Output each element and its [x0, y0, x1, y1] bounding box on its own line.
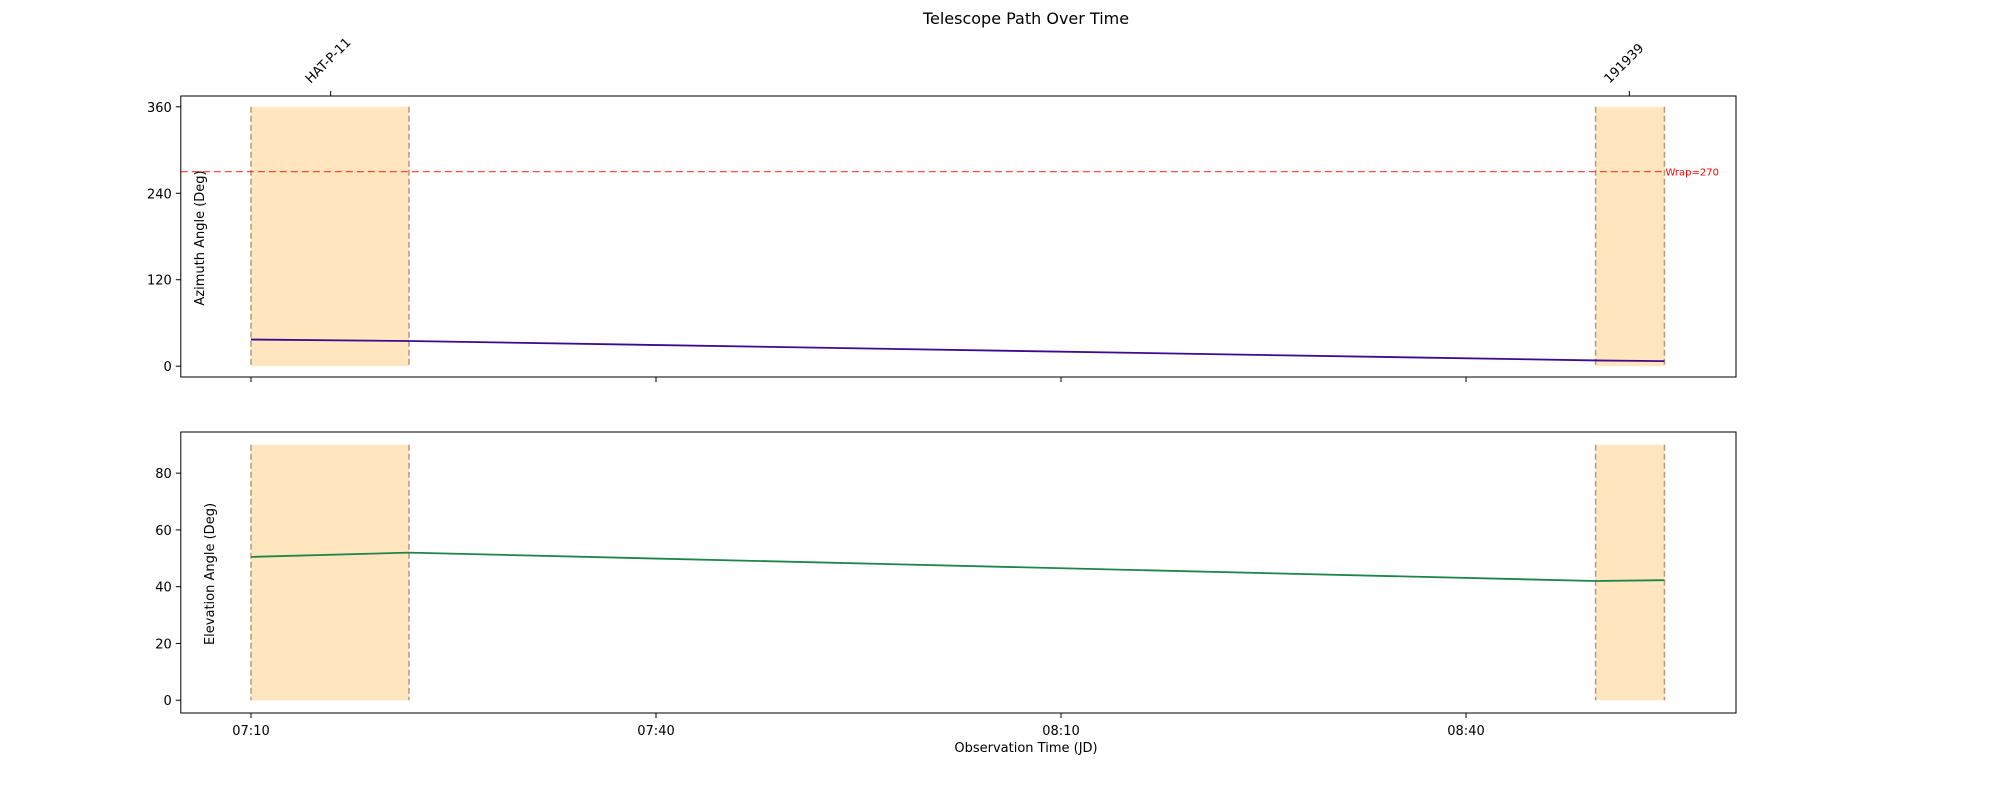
bottom-plot-frame — [180, 431, 1737, 714]
top-target-band-2 — [1595, 106, 1665, 367]
chart-title: Telescope Path Over Time — [922, 9, 1129, 28]
top-plot-frame — [180, 95, 1737, 378]
bottom-y-tick-label: 40 — [155, 581, 172, 596]
bottom-x-tick-label: 08:40 — [1447, 724, 1484, 739]
bottom-y-axis-label: Elevation Angle (Deg) — [203, 503, 218, 645]
bottom-y-tick-label: 60 — [155, 524, 172, 539]
target-label-2: 191939 — [1602, 41, 1648, 87]
top-target-band-1 — [251, 106, 409, 367]
bottom-x-tick-label: 07:10 — [232, 724, 269, 739]
plot-layer: Wrap=270 0 120 240 360 0 20 40 60 80 07:10 07:40 08:… — [147, 35, 1737, 739]
bottom-x-tick-label: 08:10 — [1042, 724, 1079, 739]
top-wrap-label: Wrap=270 — [1665, 168, 1719, 179]
x-axis-label: Observation Time (JD) — [954, 741, 1097, 756]
top-y-axis-label: Azimuth Angle (Deg) — [193, 170, 208, 305]
top-y-tick-label: 240 — [147, 187, 172, 202]
bottom-target-band-2 — [1595, 444, 1665, 701]
top-series-line — [250, 338, 1665, 363]
top-y-tick-label: 120 — [147, 274, 172, 289]
bottom-target-band-1 — [251, 444, 409, 701]
target-label-1: HAT-P-11 — [303, 35, 355, 87]
bottom-series-line — [250, 551, 1665, 582]
bottom-y-tick-label: 0 — [164, 694, 172, 709]
bottom-x-tick-label: 07:40 — [637, 724, 674, 739]
bottom-y-tick-label: 20 — [155, 637, 172, 652]
bottom-y-tick-label: 80 — [155, 467, 172, 482]
top-y-tick-label: 360 — [147, 101, 172, 116]
top-y-tick-label: 0 — [164, 360, 172, 375]
